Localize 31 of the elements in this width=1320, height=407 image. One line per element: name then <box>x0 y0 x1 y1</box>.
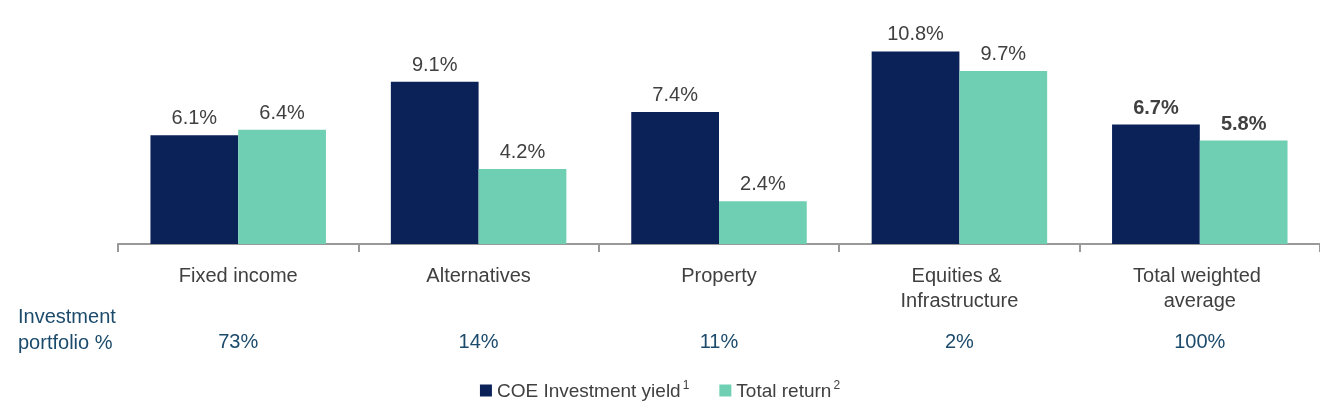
data-label: 9.7% <box>980 42 1027 65</box>
data-label: 6.4% <box>259 100 306 123</box>
data-label: 10.8% <box>887 22 945 45</box>
bar <box>959 71 1048 244</box>
text: 14% <box>458 330 499 352</box>
data-label: 5.8% <box>1220 111 1267 134</box>
bar <box>631 112 719 244</box>
text: 100% <box>1174 330 1226 352</box>
data-label: 9.1% <box>411 52 458 75</box>
x-tick-label: Total weighted average <box>1133 263 1267 311</box>
text: 73% <box>218 330 259 352</box>
bar <box>150 135 239 244</box>
data-label: 2.4% <box>740 172 786 195</box>
data-label: 7.4% <box>652 83 699 106</box>
bar <box>871 51 960 244</box>
data-label: 6.1% <box>171 106 218 129</box>
bar <box>1199 140 1288 244</box>
x-tick-label: Equities & Infrastructure <box>900 263 1019 311</box>
data-label: 6.7% <box>1133 95 1179 118</box>
bar <box>238 129 326 244</box>
text: Investment portfolio % <box>18 305 122 353</box>
x-tick-label: Alternatives <box>426 263 531 286</box>
bar <box>1112 124 1200 244</box>
bar <box>719 201 807 244</box>
text: 11% <box>699 330 739 352</box>
bar <box>478 169 567 244</box>
x-tick-label: Fixed income <box>178 263 298 286</box>
data-label: 4.2% <box>499 140 546 163</box>
x-tick-label: Property <box>681 263 757 286</box>
text: 2% <box>944 330 975 352</box>
bar <box>390 81 479 244</box>
